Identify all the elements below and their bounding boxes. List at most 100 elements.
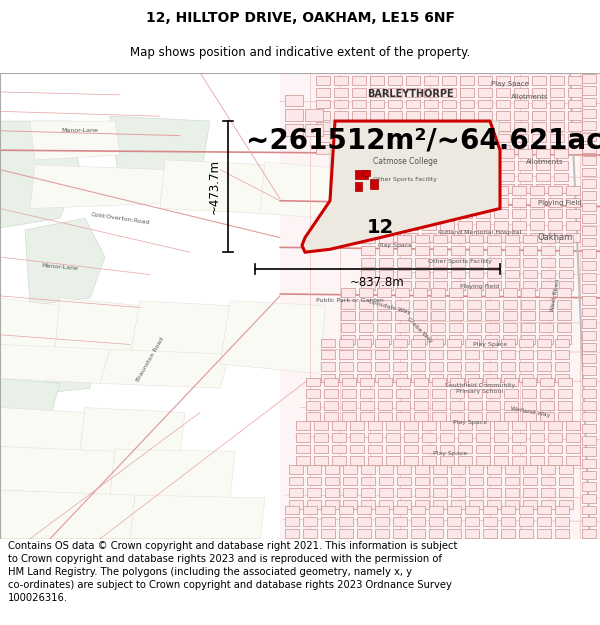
Bar — [334, 65, 348, 74]
Bar — [305, 124, 323, 136]
Bar — [324, 378, 338, 386]
Bar — [464, 173, 478, 181]
Bar — [582, 389, 596, 398]
Bar — [285, 95, 303, 106]
Bar — [523, 258, 537, 267]
Bar — [467, 311, 481, 320]
Bar — [541, 465, 555, 474]
Bar — [370, 134, 384, 142]
Bar — [458, 444, 472, 453]
Bar — [582, 366, 596, 374]
Bar — [397, 281, 411, 290]
Bar — [447, 374, 461, 382]
Bar — [487, 258, 501, 267]
Bar — [449, 300, 463, 309]
Bar — [410, 184, 424, 193]
Bar — [451, 465, 465, 474]
Bar — [539, 323, 553, 332]
Polygon shape — [260, 162, 355, 220]
Bar — [485, 288, 499, 297]
Bar — [482, 184, 496, 193]
Bar — [339, 374, 353, 382]
Bar — [582, 98, 596, 106]
Bar — [518, 184, 532, 193]
Bar — [386, 433, 400, 442]
Bar — [350, 421, 364, 430]
Bar — [540, 389, 554, 398]
Text: ~473.7m: ~473.7m — [208, 159, 221, 214]
Bar — [432, 412, 446, 421]
Text: Lonsdale Way: Lonsdale Way — [368, 299, 412, 316]
Bar — [356, 173, 370, 181]
Bar — [514, 111, 528, 120]
Bar — [360, 389, 374, 398]
Bar — [341, 323, 355, 332]
Bar — [422, 186, 436, 195]
Bar — [285, 109, 303, 121]
Bar — [483, 362, 497, 371]
Bar — [306, 389, 320, 398]
Bar — [393, 506, 407, 514]
Bar — [485, 311, 499, 320]
Text: ~261512m²/~64.621ac.: ~261512m²/~64.621ac. — [247, 126, 600, 154]
Polygon shape — [130, 495, 265, 539]
Bar — [388, 134, 402, 142]
Bar — [582, 249, 596, 258]
Text: Map shows position and indicative extent of the property.: Map shows position and indicative extent… — [130, 46, 470, 59]
Bar — [468, 378, 482, 386]
Bar — [532, 134, 546, 142]
Bar — [446, 184, 460, 193]
Bar — [582, 354, 596, 363]
Bar — [289, 500, 303, 509]
Bar — [440, 186, 454, 195]
Bar — [432, 389, 446, 398]
Bar — [332, 444, 346, 453]
Bar — [476, 198, 490, 206]
Bar — [440, 456, 454, 465]
Bar — [289, 465, 303, 474]
Bar — [537, 529, 551, 538]
Bar — [447, 350, 461, 359]
Bar — [374, 161, 388, 169]
Bar — [406, 111, 420, 120]
Bar — [558, 401, 572, 409]
Bar — [404, 209, 418, 218]
Bar — [582, 86, 596, 95]
Text: Other Sports Facility: Other Sports Facility — [373, 177, 437, 182]
Bar — [375, 362, 389, 371]
Bar — [557, 311, 571, 320]
Bar — [566, 433, 580, 442]
Bar — [501, 362, 515, 371]
Bar — [541, 281, 555, 290]
Bar — [460, 65, 474, 74]
Bar — [482, 173, 496, 181]
Bar — [582, 308, 596, 316]
Bar — [468, 412, 482, 421]
Bar — [379, 235, 393, 244]
Bar — [397, 465, 411, 474]
Bar — [375, 529, 389, 538]
Bar — [305, 109, 323, 121]
Bar — [532, 100, 546, 109]
Bar — [512, 421, 526, 430]
Polygon shape — [80, 408, 185, 456]
Bar — [568, 146, 582, 154]
Bar — [393, 529, 407, 538]
Bar — [582, 74, 596, 83]
Bar — [532, 122, 546, 131]
Bar — [450, 412, 464, 421]
Bar — [395, 288, 409, 297]
Bar — [469, 258, 483, 267]
Bar — [519, 518, 533, 526]
Bar — [559, 246, 573, 255]
Bar — [296, 433, 310, 442]
Bar — [397, 235, 411, 244]
Bar — [397, 246, 411, 255]
Bar — [378, 378, 392, 386]
Bar — [342, 389, 356, 398]
Bar — [522, 389, 536, 398]
Bar — [537, 339, 551, 348]
Bar — [395, 335, 409, 344]
Bar — [582, 214, 596, 223]
Bar — [433, 465, 447, 474]
